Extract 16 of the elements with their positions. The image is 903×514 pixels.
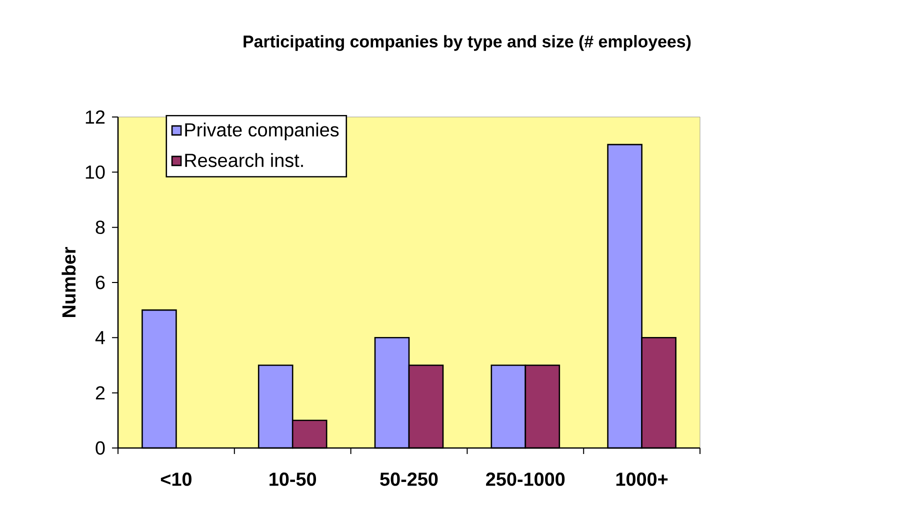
- y-tick-label: 6: [96, 276, 105, 290]
- y-tick-label: 12: [86, 110, 105, 124]
- x-tick-label: <10: [160, 472, 192, 486]
- chart-title: Participating companies by type and size (# employees): [244, 35, 691, 51]
- legend-label: Private companies: [185, 122, 339, 140]
- x-tick-label: 1000+: [616, 472, 668, 486]
- y-tick-label: 0: [96, 441, 105, 455]
- x-tick-label: 10-50: [270, 472, 316, 486]
- y-axis-title: Number: [62, 247, 76, 317]
- y-tick-label: 10: [86, 165, 105, 179]
- y-tick-label: 4: [95, 331, 105, 344]
- x-tick-label: 250-1000: [486, 472, 565, 486]
- y-tick-label: 8: [96, 220, 105, 234]
- y-tick-label: 2: [96, 386, 105, 400]
- x-tick-label: 50-250: [380, 472, 438, 486]
- legend-label: Research inst.: [185, 153, 303, 168]
